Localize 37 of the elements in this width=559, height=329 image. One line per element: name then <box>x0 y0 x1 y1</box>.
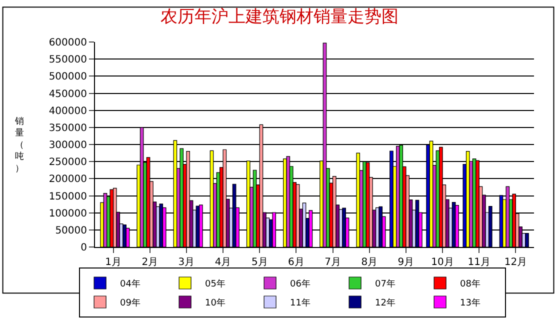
x-tick-label: 7月 <box>324 257 341 268</box>
x-tick-label: 1月 <box>105 257 122 268</box>
x-tick-label: 6月 <box>288 257 304 268</box>
legend-label: 11年 <box>290 298 311 309</box>
y-tick-label: 350000 <box>48 122 87 134</box>
x-tick-label: 2月 <box>142 257 158 268</box>
legend-label: 12年 <box>375 298 396 309</box>
y-tick-label: 600000 <box>48 38 87 48</box>
y-tick-label: 200000 <box>48 174 87 186</box>
legend-label: 08年 <box>460 278 481 290</box>
y-tick-label: 550000 <box>48 54 87 66</box>
x-tick-label: 12月 <box>504 257 528 268</box>
y-tick-label: 100000 <box>48 208 87 220</box>
legend-label: 09年 <box>120 298 141 309</box>
y-tick-label: 50000 <box>55 225 87 236</box>
x-tick-label: 5月 <box>251 257 268 268</box>
x-tick-label: 4月 <box>214 257 232 268</box>
y-tick-label: 0 <box>80 242 87 254</box>
y-tick-label: 500000 <box>48 72 87 83</box>
y-tick-label: 450000 <box>48 88 87 100</box>
legend-label: 13年 <box>460 298 481 309</box>
y-tick-label: 250000 <box>48 157 87 168</box>
legend-label: 04年 <box>120 278 141 290</box>
y-tick-label: 150000 <box>48 191 87 202</box>
y-axis-title: 销量（吨） <box>14 116 24 174</box>
x-tick-label: 3月 <box>178 257 195 268</box>
x-tick-label: 11月 <box>468 257 490 268</box>
y-tick-label: 300000 <box>48 140 87 151</box>
x-tick-label: 9月 <box>398 257 414 268</box>
legend-label: 05年 <box>205 278 226 290</box>
x-tick-label: 10月 <box>431 257 454 268</box>
legend-label: 10年 <box>205 298 226 309</box>
chart-title: 农历年沪上建筑钢材销量走势图 <box>160 6 398 27</box>
y-tick-label: 400000 <box>48 106 87 117</box>
legend-label: 06年 <box>290 278 311 290</box>
x-tick-label: 8月 <box>361 257 378 268</box>
legend-label: 07年 <box>375 278 396 290</box>
